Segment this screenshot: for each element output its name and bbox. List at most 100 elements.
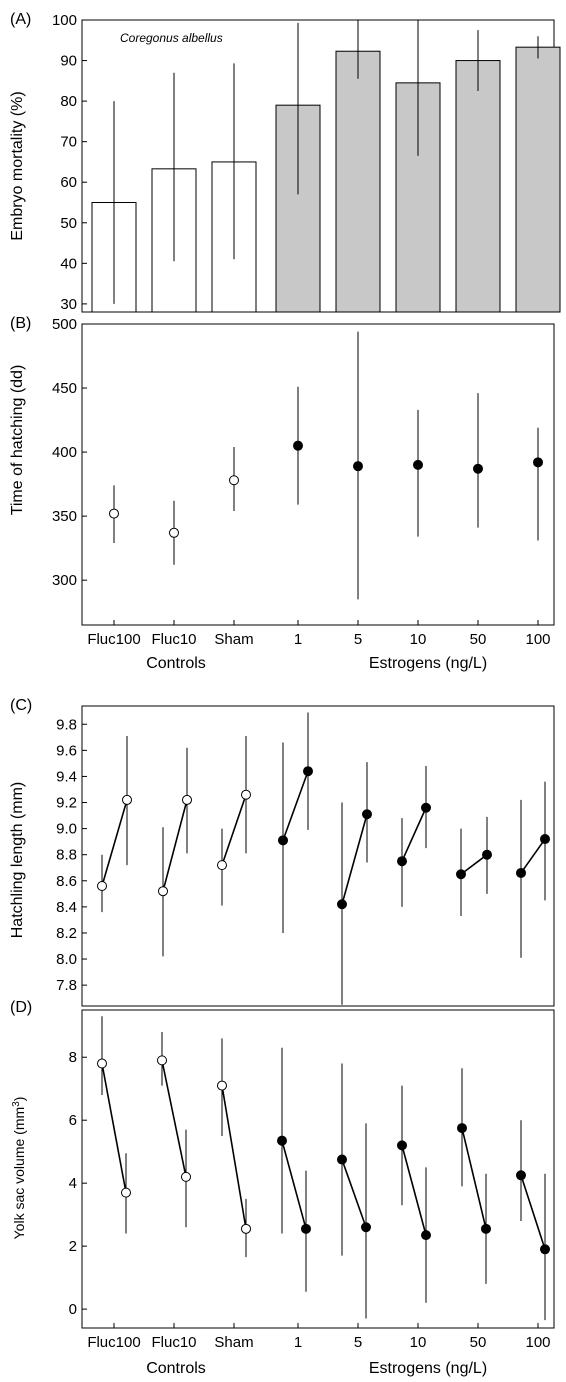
y-tick-label: 350 bbox=[52, 508, 77, 525]
y-tick-label: 450 bbox=[52, 380, 77, 397]
panel-d-marks bbox=[97, 1016, 550, 1321]
series-connector bbox=[461, 1127, 487, 1230]
series-connector bbox=[161, 1060, 187, 1178]
panel-d-x-ticks: Fluc100 Fluc10 Sham 1 5 10 50 100 bbox=[87, 1323, 551, 1351]
series-connector bbox=[460, 854, 488, 875]
series-connector bbox=[101, 799, 128, 887]
data-point-open bbox=[181, 1171, 191, 1182]
panel-d-label: (D) bbox=[10, 999, 32, 1016]
y-tick-label: 6 bbox=[69, 1112, 77, 1129]
data-point-open bbox=[217, 1080, 227, 1091]
data-point-open bbox=[182, 794, 192, 805]
data-point-open bbox=[229, 475, 239, 486]
y-tick-label: 8 bbox=[69, 1049, 77, 1066]
x-tick-label: 10 bbox=[410, 631, 427, 648]
y-tick-label: 300 bbox=[52, 572, 77, 589]
y-tick-label: 500 bbox=[52, 316, 77, 333]
panel-a-label: (A) bbox=[10, 11, 31, 28]
data-point-open bbox=[97, 1058, 107, 1069]
panel-c-marks bbox=[97, 712, 550, 1005]
x-tick-label: 100 bbox=[525, 1334, 550, 1351]
data-point-open bbox=[109, 508, 119, 519]
panel-b-marks bbox=[109, 331, 543, 600]
data-point-filled bbox=[482, 849, 492, 860]
data-point-filled bbox=[457, 1123, 467, 1134]
data-point-open bbox=[121, 1187, 131, 1198]
data-point-open bbox=[158, 886, 168, 897]
y-tick-label: 9.4 bbox=[56, 768, 77, 785]
data-point-filled bbox=[303, 766, 313, 777]
panel-d-y-label-end: ) bbox=[11, 1097, 27, 1102]
x-tick-label: 5 bbox=[354, 1334, 362, 1351]
series-connector bbox=[341, 814, 368, 905]
panel-c-frame bbox=[81, 705, 555, 1007]
data-point-open bbox=[169, 527, 179, 538]
x-tick-label: 100 bbox=[525, 631, 550, 648]
x-tick-label: 1 bbox=[294, 1334, 302, 1351]
panel-b-y-ticks: 300 350 400 450 500 bbox=[52, 316, 87, 589]
series-connector bbox=[520, 1175, 546, 1250]
y-tick-label: 9.2 bbox=[56, 795, 77, 812]
data-point-filled bbox=[397, 1140, 407, 1151]
y-tick-label: 60 bbox=[60, 174, 77, 191]
x-tick-label: 5 bbox=[354, 631, 362, 648]
panel-d-y-label: Yolk sac volume (mm3) bbox=[11, 1097, 27, 1240]
series-connector bbox=[162, 799, 188, 892]
data-point-filled bbox=[516, 1170, 526, 1181]
bar bbox=[335, 50, 381, 313]
data-point-filled bbox=[337, 1154, 347, 1165]
y-tick-label: 70 bbox=[60, 134, 77, 151]
series-connector bbox=[282, 770, 309, 841]
panel-b-frame bbox=[81, 323, 555, 626]
data-point-filled bbox=[362, 809, 372, 820]
panel-d-group-estrogens: Estrogens (ng/L) bbox=[369, 1360, 487, 1377]
series-connector bbox=[281, 1140, 307, 1230]
data-point-filled bbox=[540, 834, 550, 845]
data-point-filled bbox=[293, 440, 303, 451]
panel-c-label: (C) bbox=[10, 697, 32, 714]
data-point-filled bbox=[301, 1223, 311, 1234]
x-tick-label: Fluc10 bbox=[151, 1334, 196, 1351]
x-tick-label: 50 bbox=[470, 1334, 487, 1351]
panel-a-y-ticks: 30 40 50 60 70 80 90 100 bbox=[52, 12, 87, 313]
y-tick-label: 100 bbox=[52, 12, 77, 29]
panel-d-y-ticks: 0 2 4 6 8 bbox=[69, 1049, 87, 1318]
panel-a-bars bbox=[91, 20, 561, 313]
data-point-filled bbox=[516, 867, 526, 878]
x-tick-label: Fluc10 bbox=[151, 631, 196, 648]
series-connector bbox=[520, 838, 546, 874]
panel-b-group-controls: Controls bbox=[146, 655, 206, 672]
data-point-filled bbox=[456, 869, 466, 880]
data-point-filled bbox=[277, 1135, 287, 1146]
data-point-filled bbox=[473, 463, 483, 474]
y-tick-label: 8.4 bbox=[56, 899, 77, 916]
x-tick-label: Sham bbox=[214, 1334, 253, 1351]
x-tick-label: Sham bbox=[214, 631, 253, 648]
y-tick-label: 90 bbox=[60, 53, 77, 70]
data-point-open bbox=[241, 1223, 251, 1234]
y-tick-label: 30 bbox=[60, 296, 77, 313]
panel-b-y-label: Time of hatching (dd) bbox=[9, 365, 26, 516]
y-tick-label: 8.2 bbox=[56, 925, 77, 942]
panel-b: (B) 300 350 400 450 500 Fluc100 Fluc10 Sham 1 5 1… bbox=[9, 315, 555, 672]
x-tick-label: 10 bbox=[410, 1334, 427, 1351]
panel-d-frame bbox=[81, 1009, 555, 1329]
x-tick-label: 50 bbox=[470, 631, 487, 648]
panel-d-y-label-sup: 3 bbox=[11, 1101, 22, 1107]
panel-c-y-label: Hatchling length (mm) bbox=[9, 782, 26, 939]
data-point-filled bbox=[361, 1222, 371, 1233]
panel-d-group-controls: Controls bbox=[146, 1360, 206, 1377]
x-tick-label: 1 bbox=[294, 631, 302, 648]
data-point-filled bbox=[337, 899, 347, 910]
data-point-open bbox=[157, 1055, 167, 1066]
panel-c: (C) 7.8 8.0 8.2 8.4 8.6 8.8 9.0 9.2 9.4 9.6 9.8 Ha… bbox=[9, 697, 555, 1007]
data-point-open bbox=[122, 794, 132, 805]
data-point-filled bbox=[533, 457, 543, 468]
panel-a-y-label: Embryo mortality (%) bbox=[9, 91, 26, 240]
data-point-filled bbox=[397, 856, 407, 867]
y-tick-label: 9.6 bbox=[56, 742, 77, 759]
data-point-filled bbox=[540, 1244, 550, 1255]
series-connector bbox=[341, 1159, 367, 1228]
panel-b-label: (B) bbox=[10, 315, 31, 332]
